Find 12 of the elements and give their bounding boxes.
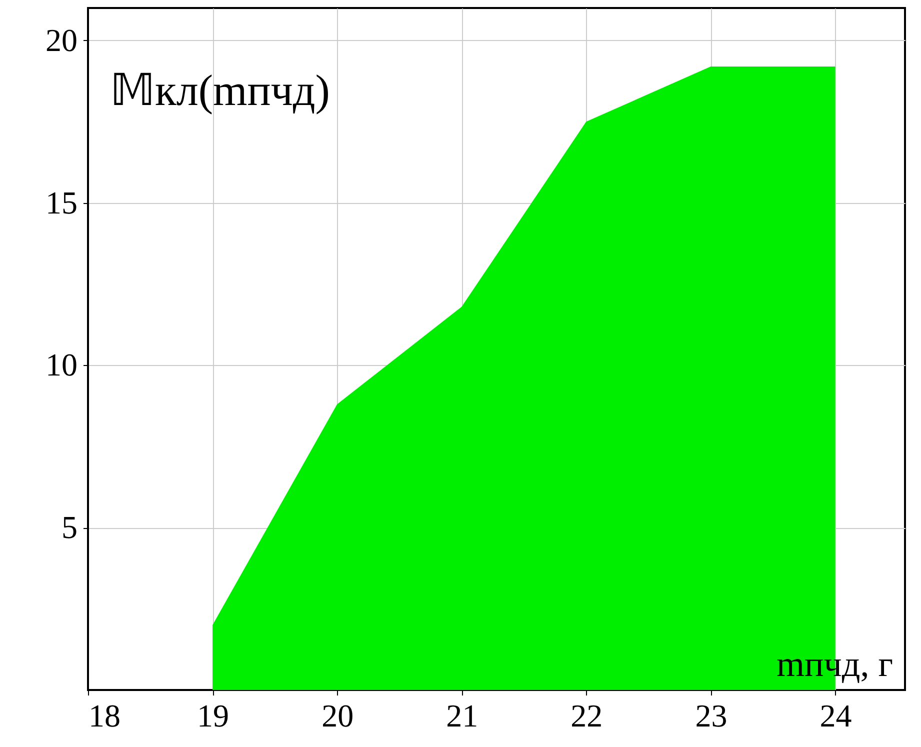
x-tick-label: 20 [322,698,354,734]
y-tick-label: 20 [46,22,78,58]
x-tick-label: 23 [695,698,728,734]
x-tick-label: 22 [570,698,603,734]
y-tick-label: 10 [46,346,78,383]
x-tick-label: 24 [820,698,852,734]
x-tick-label: 19 [197,698,230,734]
text: 𝕄кл(mпчд) [110,66,330,115]
y-tick-label: 5 [62,509,78,546]
x-tick-label: 21 [446,698,478,734]
x-tick-label: 18 [88,698,120,734]
y-tick-label: 15 [46,184,78,220]
